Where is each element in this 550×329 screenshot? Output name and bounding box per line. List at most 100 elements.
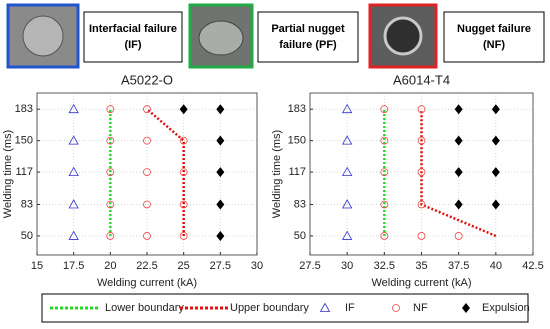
data-point [380, 168, 389, 176]
data-point [216, 104, 225, 115]
data-point [216, 199, 225, 210]
data-point [380, 136, 389, 145]
x-tick-label: 17.5 [63, 260, 84, 272]
data-point [341, 199, 353, 209]
photo-detail [383, 16, 423, 56]
data-point [380, 232, 389, 240]
x-tick-label: 27.5 [210, 260, 231, 272]
data-point [417, 105, 426, 114]
label-text: (NF) [483, 39, 505, 51]
chart-title: A5022-O [121, 72, 173, 87]
legend-label: Expulsion [482, 302, 530, 314]
y-tick-label: 50 [21, 230, 33, 242]
data-point [179, 136, 188, 145]
data-point [179, 232, 188, 240]
data-point [106, 232, 115, 240]
y-tick-label: 83 [294, 198, 306, 210]
legend-label: NF [413, 302, 428, 314]
label-text: Nugget failure [457, 23, 531, 35]
photo-detail [198, 20, 244, 56]
y-tick-label: 150 [15, 135, 33, 147]
data-point [417, 200, 426, 209]
data-point [454, 232, 463, 240]
legend [41, 293, 529, 323]
data-point [454, 199, 463, 210]
legend-label: IF [345, 302, 355, 314]
chart-title: A6014-T4 [393, 72, 450, 87]
x-tick-label: 25 [178, 260, 190, 272]
data-point [106, 105, 115, 114]
legend-marker [462, 303, 470, 313]
photo-detail [22, 15, 64, 57]
data-point [106, 136, 115, 145]
data-point [143, 105, 151, 114]
x-axis-label: Welding current (kA) [97, 277, 197, 289]
data-point [179, 104, 188, 115]
x-tick-label: 27.5 [299, 260, 320, 272]
y-tick-label: 183 [15, 103, 33, 115]
x-axis-label: Welding current (kA) [371, 277, 471, 289]
data-point [341, 103, 353, 114]
y-tick-label: 150 [288, 135, 306, 147]
label-box [83, 11, 183, 63]
data-point [341, 230, 353, 240]
label-text: failure (PF) [279, 39, 337, 51]
plot-frame [309, 92, 534, 256]
data-point [417, 136, 426, 145]
photo-if [6, 3, 80, 69]
data-point [454, 104, 463, 115]
data-point [216, 230, 225, 241]
label-box [257, 11, 359, 63]
data-point [491, 167, 500, 178]
x-tick-label: 22.5 [136, 260, 157, 272]
data-point [106, 168, 115, 176]
data-point [417, 232, 426, 240]
data-point [179, 200, 188, 209]
photos [6, 3, 438, 69]
data-point [68, 135, 79, 145]
x-tick-label: 20 [104, 260, 116, 272]
y-axis-label: Welding time (ms) [271, 130, 283, 218]
x-tick-label: 35 [415, 260, 427, 272]
data-point [491, 135, 500, 146]
data-point [491, 199, 500, 210]
legend-label: Upper boundary [230, 302, 309, 314]
y-tick-label: 50 [294, 230, 306, 242]
y-tick-label: 117 [288, 166, 306, 178]
data-point [68, 103, 79, 114]
data-point [179, 168, 188, 176]
data-point [106, 200, 115, 209]
data-point [417, 168, 426, 176]
data-point [68, 230, 79, 240]
data-point [143, 232, 151, 240]
y-tick-label: 117 [15, 166, 33, 178]
data-point [491, 104, 500, 115]
x-tick-label: 42.5 [522, 260, 543, 272]
label-text: Partial nugget [271, 23, 345, 35]
label-box [443, 11, 545, 63]
data-point [143, 136, 151, 145]
y-axis-label: Welding time (ms) [2, 130, 14, 218]
legend-marker [392, 304, 400, 312]
y-tick-label: 83 [21, 198, 33, 210]
data-point [341, 135, 353, 145]
data-point [143, 200, 151, 209]
data-point [68, 199, 79, 209]
x-tick-label: 15 [31, 260, 43, 272]
data-point [380, 105, 389, 114]
data-point [454, 135, 463, 146]
data-point [68, 166, 79, 176]
plot-frame [36, 92, 258, 256]
label-text: Interfacial failure [89, 23, 177, 35]
legend-marker [319, 302, 331, 312]
x-tick-label: 30 [341, 260, 353, 272]
label-text: (IF) [124, 39, 141, 51]
data-point [380, 200, 389, 209]
data-point [454, 167, 463, 178]
y-tick-label: 183 [288, 103, 306, 115]
legend-label: Lower boundary [105, 302, 184, 314]
x-tick-label: 37.5 [448, 260, 469, 272]
data-point [216, 167, 225, 178]
